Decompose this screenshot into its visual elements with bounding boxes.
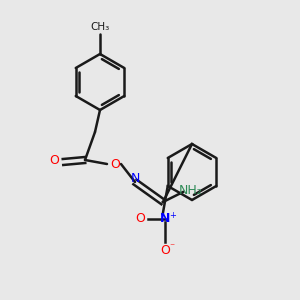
Text: O: O bbox=[160, 244, 170, 256]
Text: O: O bbox=[49, 154, 59, 166]
Text: O: O bbox=[135, 212, 145, 226]
Text: CH₃: CH₃ bbox=[90, 22, 110, 32]
Text: ⁻: ⁻ bbox=[169, 242, 174, 252]
Text: O: O bbox=[110, 158, 120, 170]
Text: N: N bbox=[130, 172, 140, 184]
Text: +: + bbox=[169, 211, 176, 220]
Text: N: N bbox=[160, 212, 170, 226]
Text: NH₂: NH₂ bbox=[179, 184, 203, 196]
